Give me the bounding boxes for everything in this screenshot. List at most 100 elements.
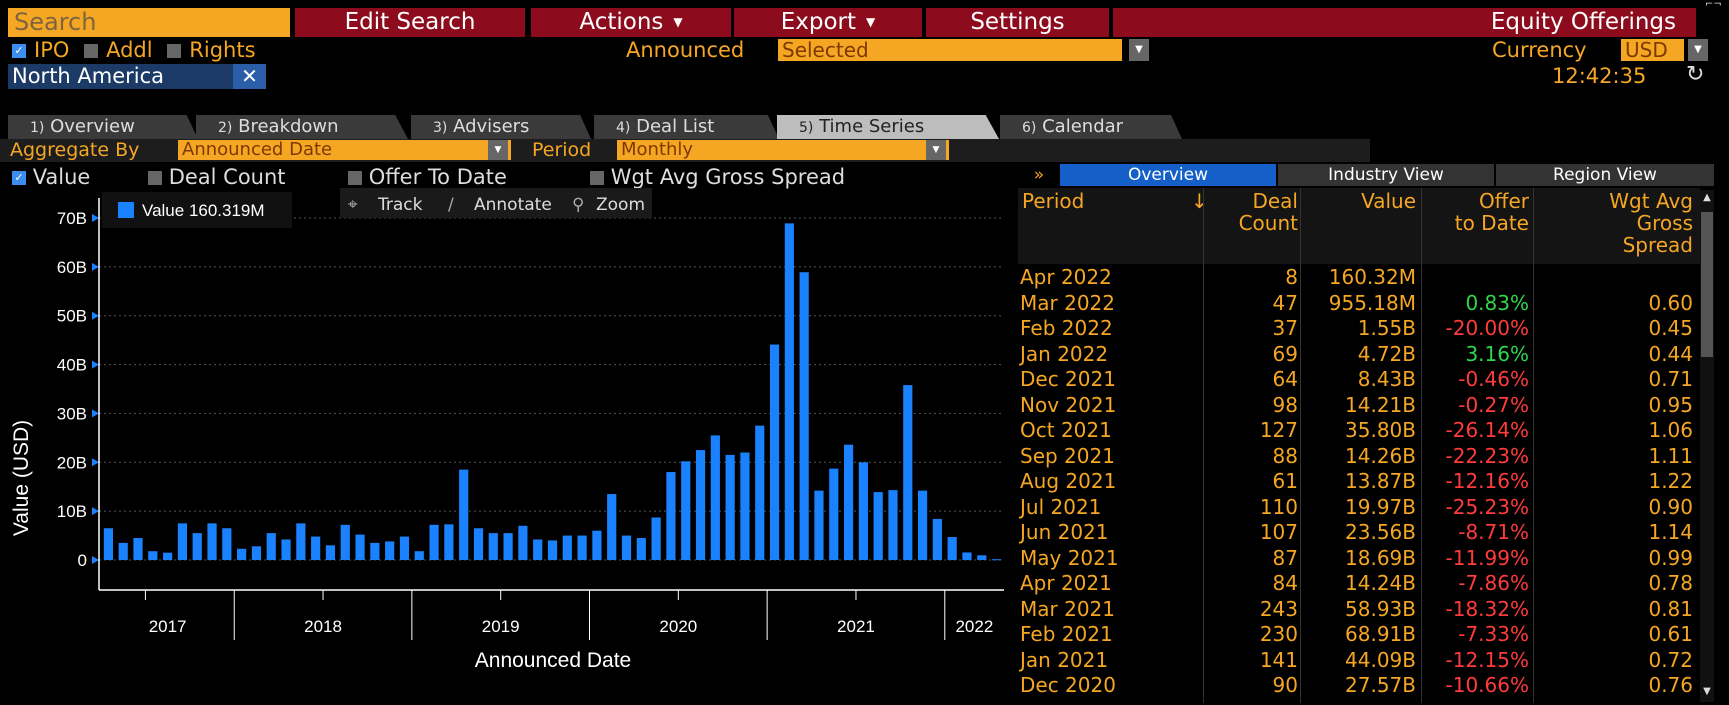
value-bar[interactable] (488, 533, 498, 560)
table-row[interactable]: May 2021 87 18.69B -11.99% 0.99 (1018, 546, 1698, 571)
table-row[interactable]: Aug 2021 61 13.87B -12.16% 1.22 (1018, 469, 1698, 494)
tab-overview[interactable]: 1) Overview (8, 115, 198, 139)
value-bar[interactable] (148, 551, 158, 560)
table-row[interactable]: Mar 2021 243 58.93B -18.32% 0.81 (1018, 597, 1698, 622)
value-bar[interactable] (843, 444, 854, 560)
value-bar[interactable] (118, 542, 128, 560)
window-corner-icon[interactable]: ⌐¬ (1705, 0, 1722, 10)
value-bar[interactable] (947, 537, 957, 560)
value-bar[interactable] (340, 524, 350, 560)
panel-tab-industry[interactable]: Industry View (1278, 164, 1494, 186)
announced-select[interactable]: Selected (778, 39, 1122, 61)
value-bar[interactable] (518, 525, 528, 560)
value-bar[interactable] (163, 552, 173, 560)
table-row[interactable]: Oct 2021 127 35.80B -26.14% 1.06 (1018, 418, 1698, 443)
value-bar[interactable] (237, 548, 247, 560)
value-bar[interactable] (755, 425, 765, 560)
value-bar[interactable] (636, 538, 646, 560)
edit-search-button[interactable]: Edit Search (295, 8, 525, 37)
table-row[interactable]: Dec 2021 64 8.43B -0.46% 0.71 (1018, 367, 1698, 392)
offer-to-date-toggle[interactable]: Offer To Date (348, 165, 507, 189)
chevron-down-icon[interactable]: ▼ (926, 140, 946, 160)
zoom-button[interactable]: Zoom (596, 195, 645, 215)
value-bar[interactable] (547, 540, 558, 560)
chevron-down-icon[interactable]: ▼ (1688, 39, 1708, 61)
value-bar[interactable] (399, 536, 410, 560)
table-row[interactable]: Mar 2022 47 955.18M 0.83% 0.60 (1018, 291, 1698, 316)
value-bar[interactable] (799, 272, 809, 560)
value-bar[interactable] (103, 528, 113, 560)
table-row[interactable]: Nov 2021 98 14.21B -0.27% 0.95 (1018, 393, 1698, 418)
deal-count-toggle[interactable]: Deal Count (148, 165, 286, 189)
wgt-avg-checkbox[interactable] (590, 171, 604, 185)
value-bar[interactable] (251, 546, 262, 560)
value-bar[interactable] (355, 534, 365, 560)
deal-count-checkbox[interactable] (148, 171, 162, 185)
value-bar[interactable] (873, 492, 883, 560)
expand-panel-button[interactable]: » (1020, 164, 1058, 186)
col-value[interactable]: Value (1361, 189, 1416, 213)
close-icon[interactable]: ✕ (233, 64, 266, 89)
settings-button[interactable]: Settings (926, 8, 1109, 37)
table-row[interactable]: Sep 2021 88 14.26B -22.23% 1.11 (1018, 444, 1698, 469)
value-bar[interactable] (592, 530, 602, 560)
value-bar[interactable] (962, 552, 972, 560)
value-bar[interactable] (296, 523, 306, 560)
table-row[interactable]: Jan 2021 141 44.09B -12.15% 0.72 (1018, 648, 1698, 673)
panel-tab-overview[interactable]: Overview (1060, 164, 1276, 186)
value-bar[interactable] (725, 454, 735, 560)
value-bar[interactable] (133, 538, 143, 560)
scroll-down-icon[interactable]: ▼ (1703, 686, 1711, 697)
actions-menu[interactable]: Actions ▼ (531, 8, 731, 37)
value-toggle[interactable]: ✓ Value (12, 165, 90, 189)
value-bar[interactable] (473, 528, 484, 560)
value-bar[interactable] (266, 533, 276, 560)
tab-breakdown[interactable]: 2) Breakdown (196, 115, 408, 139)
value-bar[interactable] (814, 490, 824, 560)
table-row[interactable]: Dec 2020 90 27.57B -10.66% 0.76 (1018, 673, 1698, 698)
value-bar-chart[interactable]: 0 10B 20B 30B 40B 50B 60B 70B 2017 2018 2019 2020 20… (0, 188, 1010, 678)
refresh-icon[interactable]: ↻ (1686, 62, 1705, 87)
value-bar[interactable] (533, 539, 543, 560)
addl-checkbox[interactable] (84, 44, 99, 58)
value-bar[interactable] (740, 452, 750, 560)
table-row[interactable]: Jan 2022 69 4.72B 3.16% 0.44 (1018, 342, 1698, 367)
value-bar[interactable] (977, 555, 987, 560)
aggregate-by-select[interactable]: Announced Date (178, 140, 511, 160)
table-row[interactable]: Feb 2022 37 1.55B -20.00% 0.45 (1018, 316, 1698, 341)
value-checkbox[interactable]: ✓ (12, 171, 26, 185)
currency-select[interactable]: USD (1621, 39, 1684, 61)
value-bar[interactable] (459, 469, 469, 560)
offer-to-date-checkbox[interactable] (348, 171, 362, 185)
value-bar[interactable] (992, 559, 1002, 561)
tab-advisers[interactable]: 3) Advisers (411, 115, 591, 139)
track-button[interactable]: Track (377, 195, 423, 215)
value-bar[interactable] (932, 518, 942, 560)
value-bar[interactable] (621, 535, 632, 560)
value-bar[interactable] (695, 450, 706, 560)
value-bar[interactable] (917, 490, 928, 560)
ipo-checkbox[interactable]: ✓ (12, 44, 26, 58)
value-bar[interactable] (651, 517, 661, 560)
value-bar[interactable] (207, 523, 217, 560)
table-row[interactable]: Apr 2021 84 14.24B -7.86% 0.78 (1018, 571, 1698, 596)
value-bar[interactable] (888, 490, 898, 560)
value-bar[interactable] (444, 524, 454, 560)
value-bar[interactable] (858, 462, 868, 560)
table-row[interactable]: Jul 2021 110 19.97B -25.23% 0.90 (1018, 495, 1698, 520)
period-select[interactable]: Monthly (617, 140, 949, 160)
value-bar[interactable] (414, 551, 424, 560)
value-bar[interactable] (562, 535, 572, 560)
value-bar[interactable] (177, 523, 188, 560)
rights-checkbox[interactable] (167, 44, 182, 58)
value-bar[interactable] (681, 461, 691, 560)
scroll-up-icon[interactable]: ▲ (1703, 192, 1711, 203)
annotate-button[interactable]: Annotate (474, 195, 552, 215)
value-bar[interactable] (311, 536, 321, 560)
value-bar[interactable] (503, 533, 513, 560)
value-bar[interactable] (666, 472, 676, 560)
value-bar[interactable] (385, 541, 395, 560)
value-bar[interactable] (784, 223, 794, 561)
export-menu[interactable]: Export ▼ (734, 8, 922, 37)
chevron-down-icon[interactable]: ▼ (1129, 39, 1149, 61)
